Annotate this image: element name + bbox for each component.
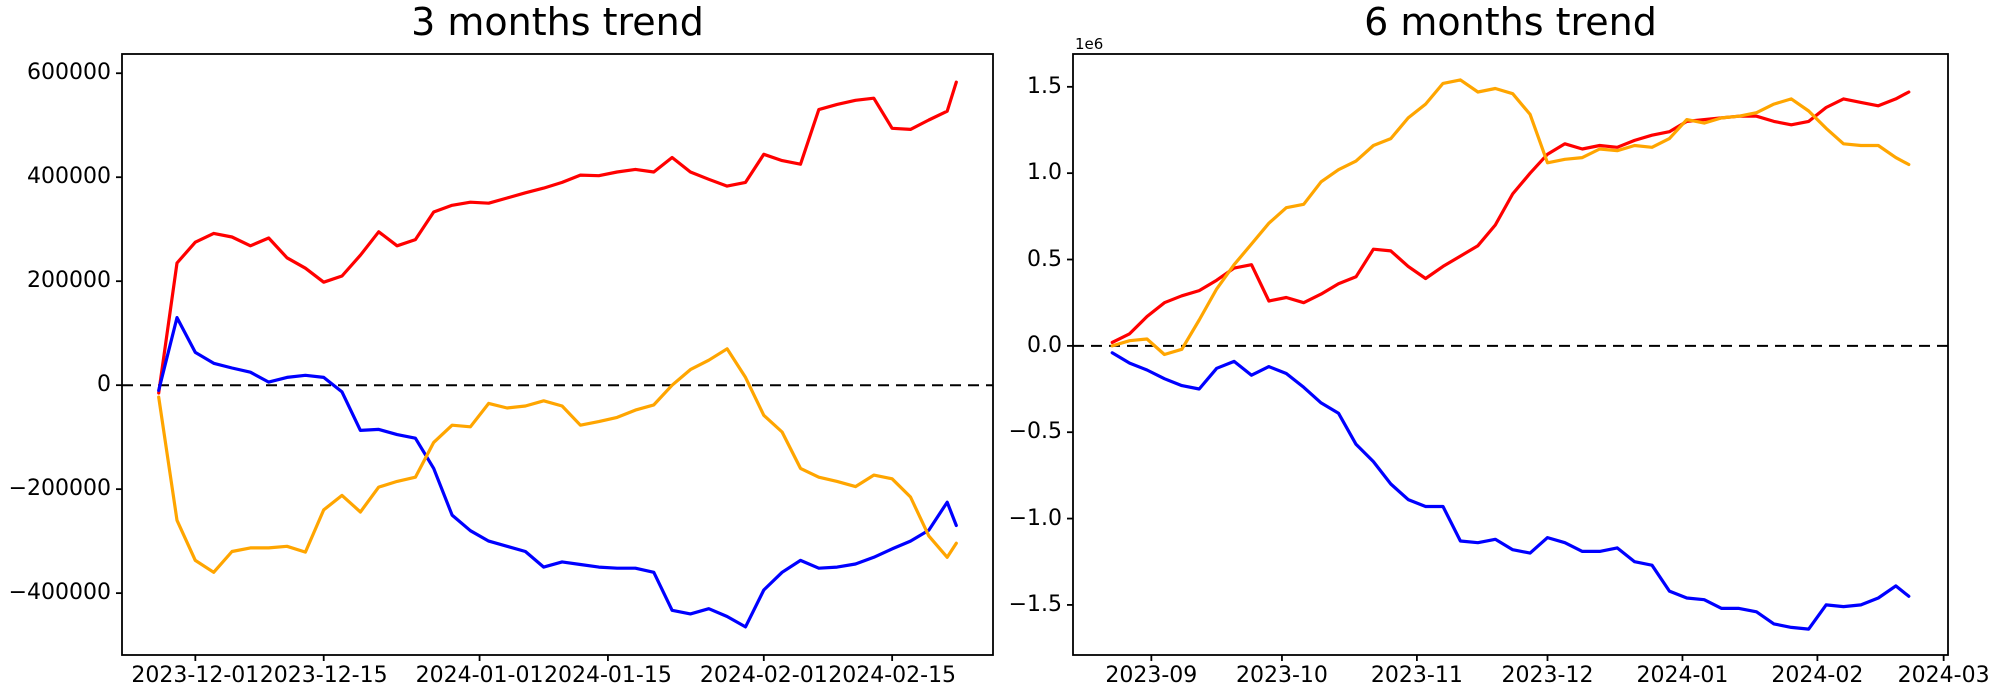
series-line-blue — [157, 316, 958, 629]
series-line-blue — [1110, 351, 1911, 631]
plot-border — [121, 53, 994, 656]
series-line-orange — [157, 347, 958, 574]
series-line-orange — [1110, 78, 1911, 357]
plot-border — [1072, 53, 1949, 656]
series-line-red — [1110, 90, 1911, 344]
series-line-red — [157, 80, 958, 395]
